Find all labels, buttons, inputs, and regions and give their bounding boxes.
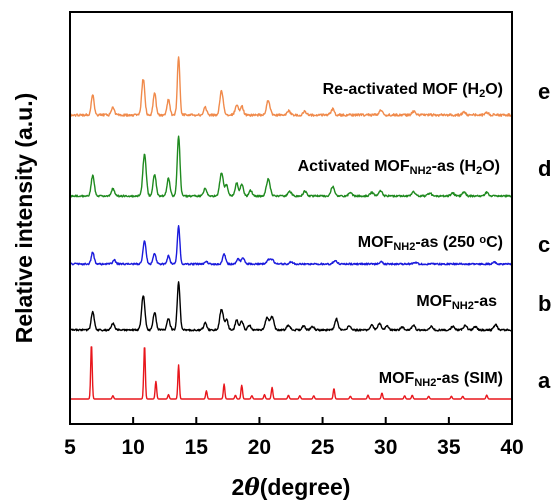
series-label-part: o bbox=[479, 234, 486, 246]
series-label-part: O) bbox=[482, 158, 500, 175]
x-tick-label: 10 bbox=[121, 436, 144, 459]
series-label-part: MOF bbox=[379, 370, 415, 387]
x-tick-label: 40 bbox=[500, 436, 523, 459]
series-line-d bbox=[69, 135, 513, 198]
series-label-a: MOFNH2-as (SIM) bbox=[379, 370, 503, 389]
x-tick-label: 30 bbox=[374, 436, 397, 459]
y-axis-title: Relative intensity (a.u.) bbox=[11, 93, 37, 344]
series-line-b bbox=[69, 281, 513, 332]
x-tick-label: 5 bbox=[64, 436, 76, 459]
series-label-part: O) bbox=[485, 81, 503, 98]
x-axis-title-prefix: 2 bbox=[232, 474, 245, 500]
series-label-part: NH2 bbox=[410, 165, 432, 177]
series-letter-b: b bbox=[538, 291, 551, 316]
series-label-part: -as (250 bbox=[415, 234, 479, 251]
series-letter-a: a bbox=[538, 368, 551, 393]
series-letter-d: d bbox=[538, 156, 551, 181]
series-letter-c: c bbox=[538, 232, 550, 257]
series-label-d: Activated MOFNH2-as (H2O) bbox=[298, 158, 500, 177]
x-tick-label: 20 bbox=[248, 436, 271, 459]
series-label-part: -as (H bbox=[432, 158, 476, 175]
series-line-c bbox=[69, 224, 513, 266]
series-label-part: -as (SIM) bbox=[436, 370, 503, 387]
series-label-part: MOF bbox=[416, 293, 452, 310]
series-label-part: C) bbox=[486, 234, 503, 251]
series-line-a bbox=[69, 346, 513, 400]
x-tick-label: 15 bbox=[185, 436, 209, 459]
series-label-c: MOFNH2-as (250 oC) bbox=[358, 234, 503, 253]
x-tick-label: 35 bbox=[437, 436, 461, 459]
plot-frame bbox=[69, 11, 513, 425]
plot-area bbox=[69, 56, 513, 400]
x-axis-title-suffix: (degree) bbox=[260, 474, 351, 500]
series-label-part: Re-activated MOF (H bbox=[323, 81, 479, 98]
series-label-part: NH2 bbox=[393, 241, 415, 253]
series-label-part: 2 bbox=[476, 165, 482, 177]
series-letter-e: e bbox=[538, 79, 550, 104]
series-label-part: NH2 bbox=[452, 300, 474, 312]
x-axis-title: 2θ(degree) bbox=[232, 474, 351, 501]
series-line-e bbox=[69, 56, 513, 117]
series-label-part: -as bbox=[474, 293, 497, 310]
series-label-part: 2 bbox=[479, 88, 485, 100]
x-axis-title-symbol: θ bbox=[244, 474, 260, 501]
series-label-part: Activated MOF bbox=[298, 158, 410, 175]
series-label-part: MOF bbox=[358, 234, 394, 251]
x-axis: 5 10 15 20 25 30 35 40 bbox=[64, 417, 524, 459]
x-tick-label: 25 bbox=[311, 436, 335, 459]
series-label-b: MOFNH2-as bbox=[416, 293, 497, 312]
series-label-part: NH2 bbox=[414, 377, 436, 389]
series-label-e: Re-activated MOF (H2O) bbox=[323, 81, 503, 100]
